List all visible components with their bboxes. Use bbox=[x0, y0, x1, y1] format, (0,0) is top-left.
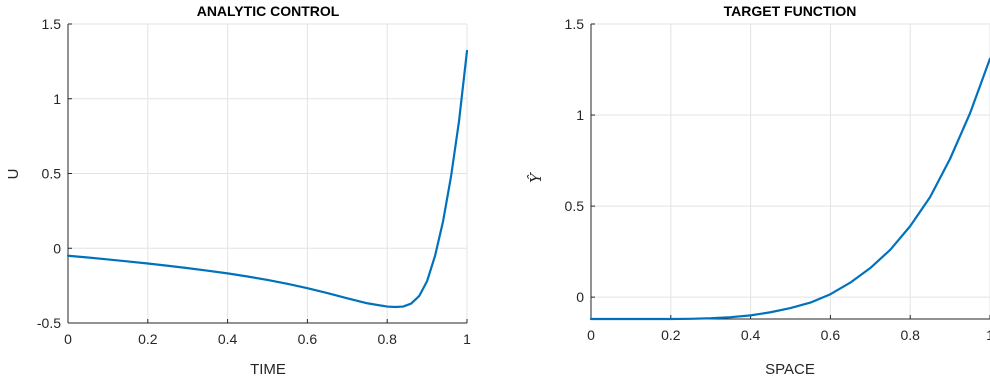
y-axis-label: Ŷ bbox=[527, 171, 545, 183]
x-tick-label: 0.8 bbox=[900, 327, 920, 343]
x-tick-label: 0.2 bbox=[138, 331, 158, 347]
x-tick-label: 0 bbox=[587, 327, 595, 343]
x-tick-label: 1 bbox=[986, 327, 990, 343]
series-line bbox=[66, 49, 469, 309]
y-tick-label: 0 bbox=[576, 289, 584, 305]
x-tick-label: 0.4 bbox=[741, 327, 761, 343]
chart-title: ANALYTIC CONTROL bbox=[197, 3, 340, 19]
x-axis-label: TIME bbox=[250, 361, 286, 378]
x-tick-label: 0 bbox=[64, 331, 72, 347]
x-tick-label: 0.4 bbox=[218, 331, 238, 347]
y-tick-label: 0 bbox=[53, 240, 61, 256]
grid-lines bbox=[67, 23, 468, 324]
y-tick-label: 1.5 bbox=[565, 16, 585, 32]
y-tick-label: 1 bbox=[576, 107, 584, 123]
x-tick-label: 1 bbox=[463, 331, 471, 347]
x-axis-label: SPACE bbox=[765, 361, 815, 378]
series-line bbox=[589, 57, 990, 321]
y-tick-label: 0.5 bbox=[42, 166, 62, 182]
y-tick-label: 1.5 bbox=[42, 16, 62, 32]
x-tick-label: 0.6 bbox=[298, 331, 318, 347]
chart-title: TARGET FUNCTION bbox=[724, 3, 857, 19]
y-tick-label: 0.5 bbox=[565, 198, 585, 214]
y-axis-label: U bbox=[5, 169, 22, 180]
y-tick-label: 1 bbox=[53, 91, 61, 107]
x-tick-label: 0.8 bbox=[377, 331, 397, 347]
x-tick-label: 0.2 bbox=[661, 327, 681, 343]
y-tick-label: -0.5 bbox=[37, 315, 61, 331]
chart-analytic-control: ANALYTIC CONTROL TIME U 0 0.2 0.4 0.6 0.8 1 -0… bbox=[5, 3, 471, 378]
chart-target-function: TARGET FUNCTION SPACE Ŷ 0 0.2 0.4 0.6 0.8 1 0 0… bbox=[527, 3, 990, 378]
grid-lines bbox=[590, 23, 990, 319]
x-tick-label: 0.6 bbox=[821, 327, 841, 343]
